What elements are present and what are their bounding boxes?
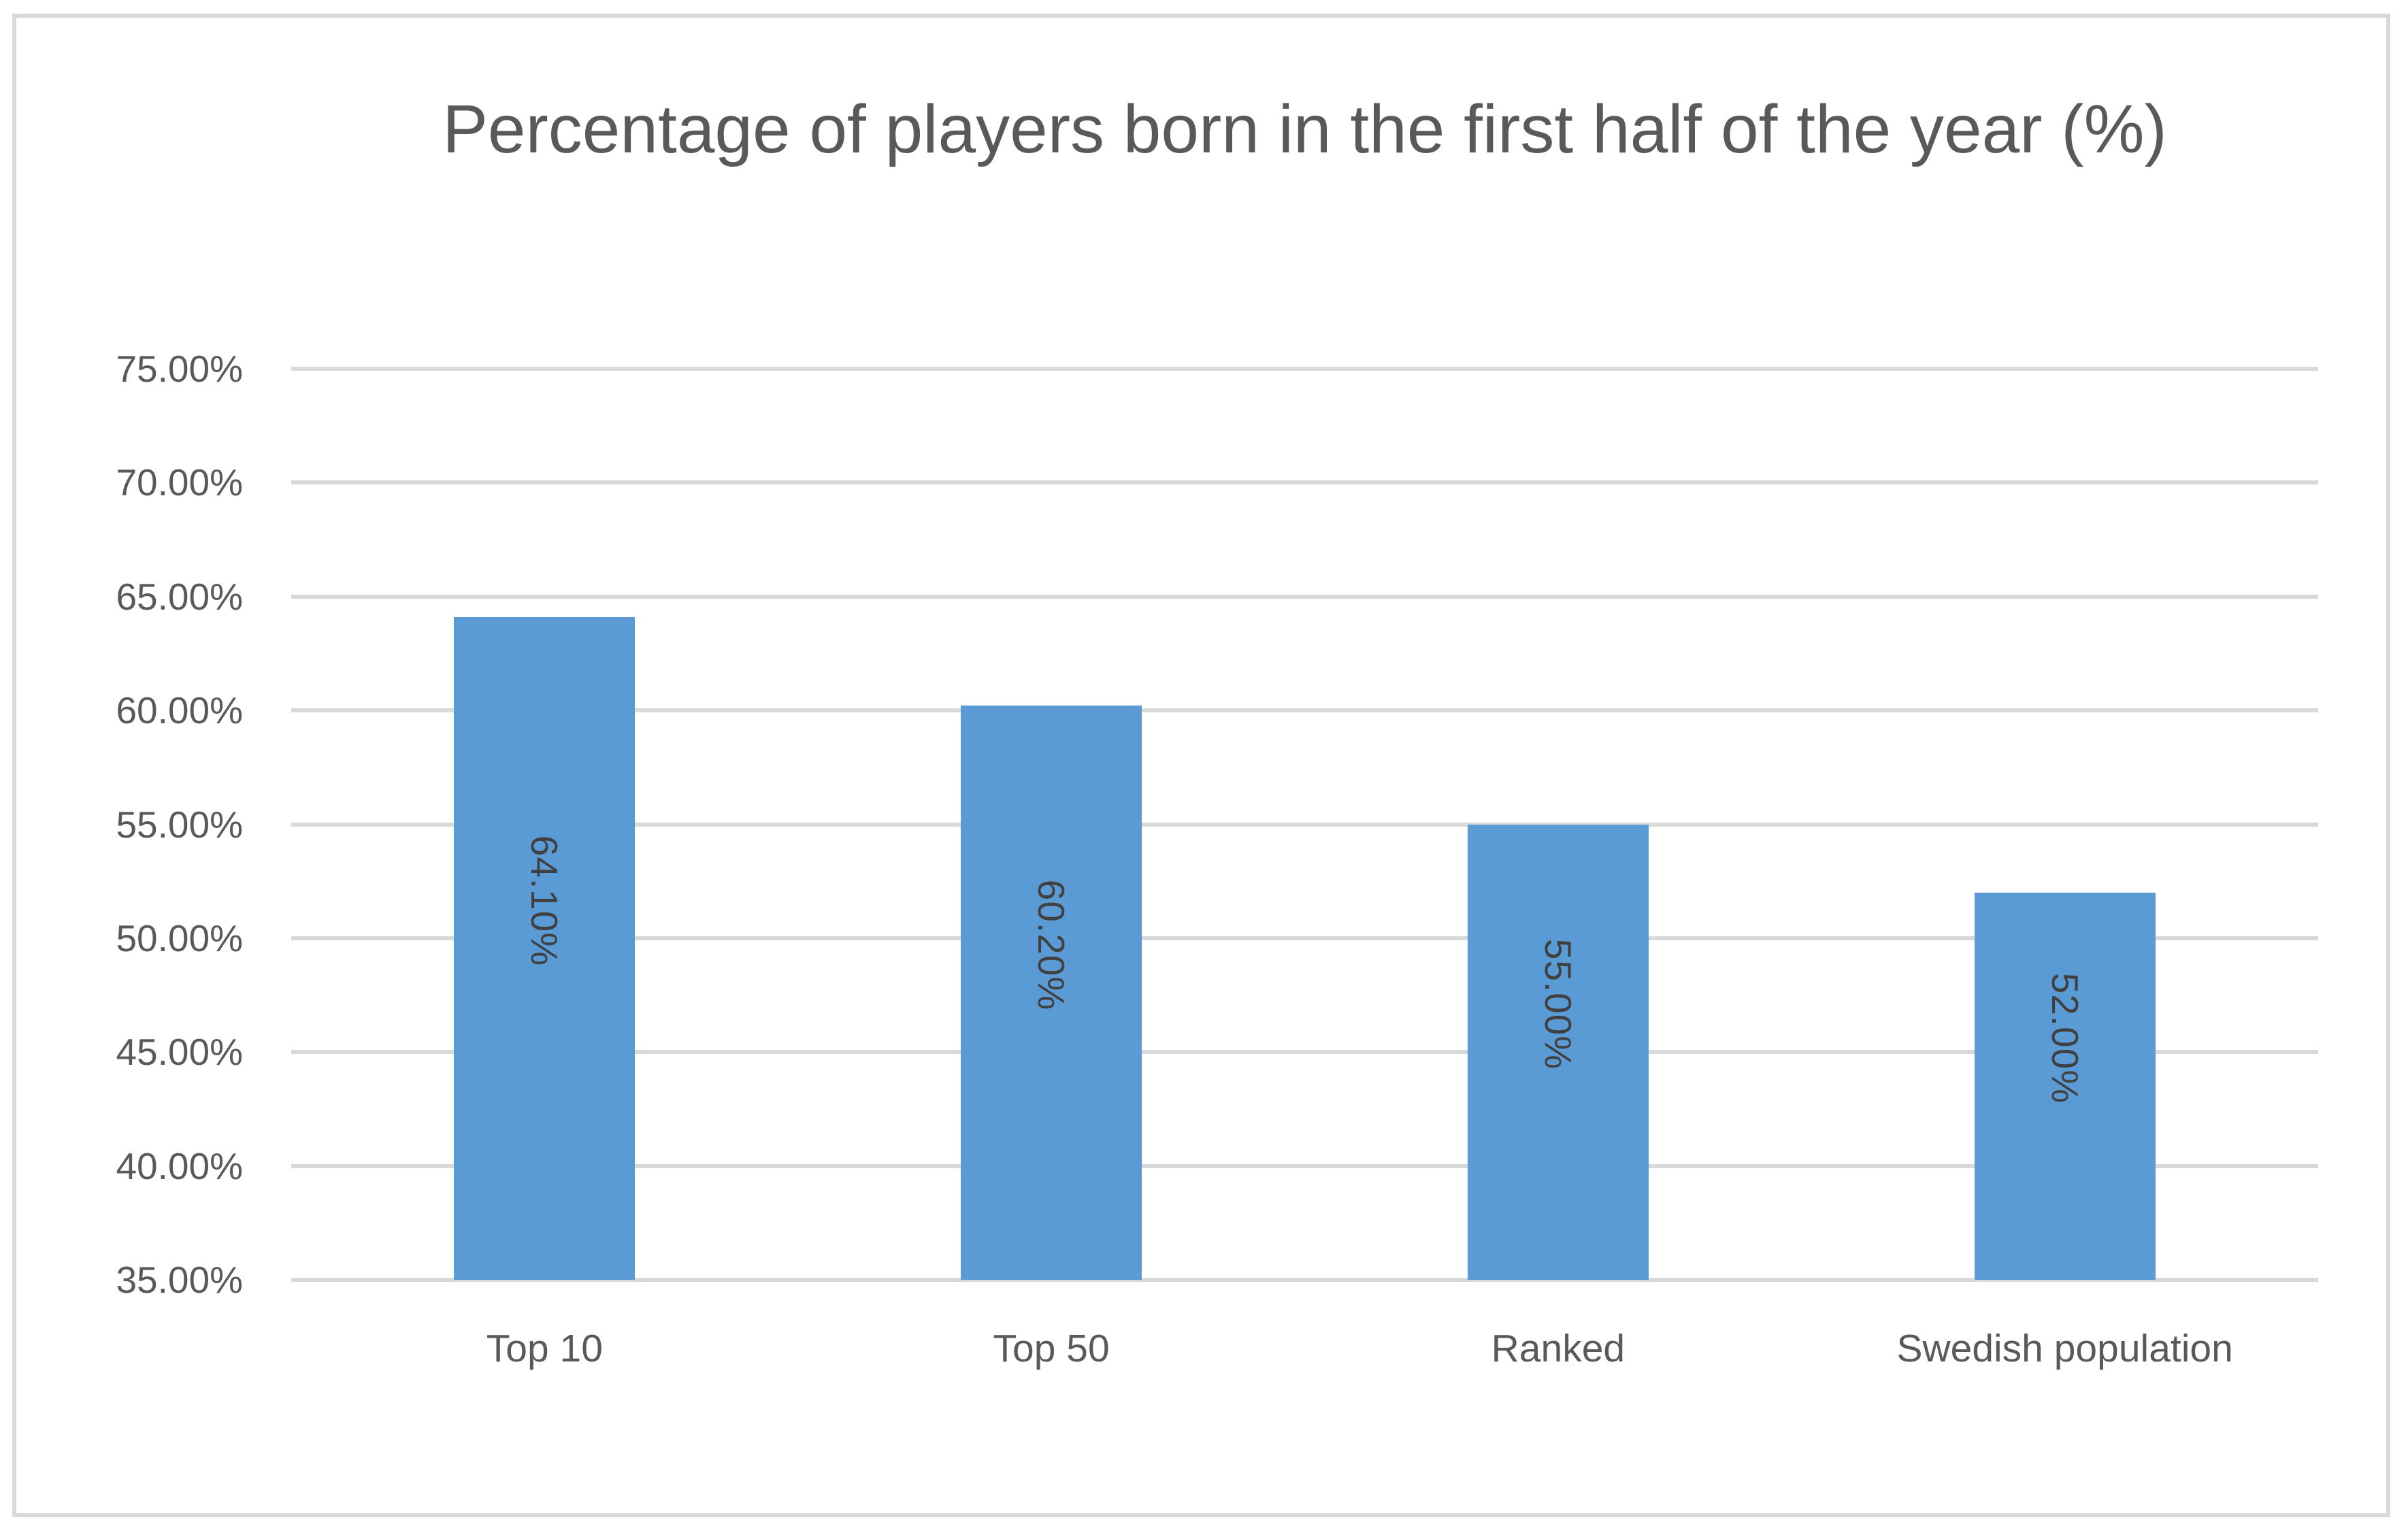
y-tick-label-40: 40.00% — [116, 1144, 243, 1187]
gridline-60 — [291, 708, 2318, 713]
bar-value-label-top-10: 64.10% — [523, 835, 566, 967]
chart-title: Percentage of players born in the first … — [442, 91, 2167, 167]
x-category-label-top-50: Top 50 — [993, 1327, 1110, 1370]
bar-top-50: 60.20% — [961, 706, 1142, 1280]
y-tick-label-70: 70.00% — [116, 461, 243, 504]
y-tick-label-60: 60.00% — [116, 689, 243, 732]
bar-top-10: 64.10% — [454, 616, 636, 1280]
bar-value-label-ranked: 55.00% — [1536, 938, 1579, 1070]
bar-value-label-top-50: 60.20% — [1030, 879, 1073, 1011]
y-tick-label-50: 50.00% — [116, 916, 243, 959]
bar-swedish-population: 52.00% — [1974, 892, 2156, 1280]
gridline-65 — [291, 594, 2318, 599]
gridline-75 — [291, 367, 2318, 371]
x-category-label-swedish-population: Swedish population — [1896, 1327, 2233, 1370]
bar-value-label-swedish-population: 52.00% — [2043, 973, 2086, 1104]
y-tick-label-65: 65.00% — [116, 575, 243, 618]
gridline-35 — [291, 1278, 2318, 1282]
x-category-label-top-10: Top 10 — [486, 1327, 603, 1370]
bar-ranked: 55.00% — [1467, 824, 1649, 1280]
y-tick-label-45: 45.00% — [116, 1031, 243, 1074]
gridline-45 — [291, 1050, 2318, 1055]
y-tick-label-75: 75.00% — [116, 348, 243, 390]
plot-area: 64.10% 60.20% 55.00% 52.00% — [291, 367, 2318, 1282]
gridline-70 — [291, 480, 2318, 485]
chart-border-frame — [12, 14, 2390, 1517]
gridline-40 — [291, 1163, 2318, 1168]
y-tick-label-55: 55.00% — [116, 803, 243, 846]
y-tick-label-35: 35.00% — [116, 1259, 243, 1301]
gridline-50 — [291, 936, 2318, 940]
x-category-label-ranked: Ranked — [1491, 1327, 1626, 1370]
gridline-55 — [291, 822, 2318, 827]
